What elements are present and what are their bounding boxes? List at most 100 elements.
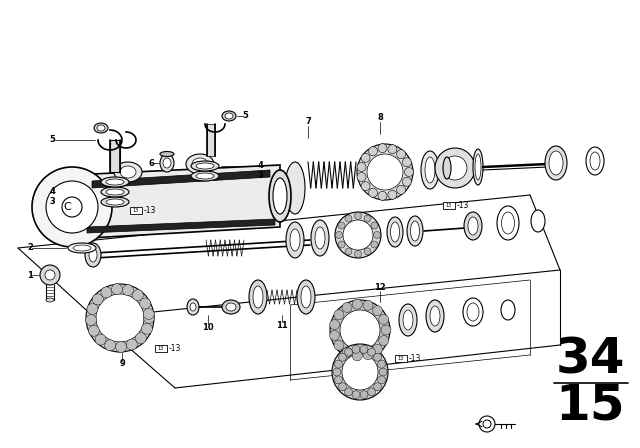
Ellipse shape: [464, 212, 482, 240]
Circle shape: [141, 323, 152, 334]
Polygon shape: [110, 140, 120, 172]
Circle shape: [369, 146, 378, 156]
Text: C: C: [63, 202, 71, 212]
Circle shape: [374, 232, 381, 238]
Ellipse shape: [101, 187, 129, 197]
Circle shape: [379, 314, 388, 324]
Circle shape: [143, 309, 154, 319]
Circle shape: [378, 191, 387, 200]
Circle shape: [126, 339, 138, 350]
Ellipse shape: [399, 304, 417, 336]
Ellipse shape: [410, 221, 419, 241]
Ellipse shape: [225, 113, 233, 119]
Ellipse shape: [531, 210, 545, 232]
Ellipse shape: [222, 300, 240, 314]
Circle shape: [371, 241, 378, 248]
Circle shape: [483, 420, 491, 428]
Circle shape: [345, 248, 352, 255]
Circle shape: [334, 310, 344, 320]
Text: 15: 15: [555, 381, 625, 429]
Polygon shape: [92, 170, 270, 188]
Ellipse shape: [253, 286, 263, 308]
Ellipse shape: [190, 303, 196, 311]
Circle shape: [330, 300, 390, 360]
Circle shape: [143, 313, 154, 323]
Circle shape: [104, 340, 116, 351]
Circle shape: [352, 351, 362, 361]
Circle shape: [335, 212, 381, 258]
Ellipse shape: [94, 123, 108, 133]
Ellipse shape: [196, 173, 214, 179]
Circle shape: [338, 241, 345, 248]
Circle shape: [388, 145, 397, 154]
Ellipse shape: [191, 171, 219, 181]
Ellipse shape: [106, 179, 124, 185]
Circle shape: [404, 168, 413, 177]
Ellipse shape: [475, 154, 481, 180]
Ellipse shape: [85, 243, 101, 267]
Circle shape: [132, 290, 143, 301]
Ellipse shape: [73, 245, 91, 251]
Circle shape: [32, 167, 112, 247]
Circle shape: [443, 156, 467, 180]
Circle shape: [372, 345, 382, 354]
Circle shape: [367, 154, 403, 190]
Circle shape: [86, 314, 97, 326]
Circle shape: [339, 353, 346, 361]
Ellipse shape: [249, 280, 267, 314]
Text: 3: 3: [257, 172, 263, 181]
Ellipse shape: [114, 162, 142, 182]
Bar: [130, 207, 142, 214]
Text: -13: -13: [169, 344, 181, 353]
Circle shape: [378, 376, 386, 384]
Ellipse shape: [290, 229, 300, 251]
Circle shape: [372, 306, 382, 316]
Text: -13: -13: [409, 354, 421, 363]
Circle shape: [40, 265, 60, 285]
Circle shape: [378, 144, 387, 153]
Ellipse shape: [468, 217, 478, 235]
Circle shape: [378, 360, 386, 368]
Circle shape: [333, 368, 341, 376]
Circle shape: [334, 340, 344, 350]
Ellipse shape: [196, 163, 214, 169]
Circle shape: [363, 350, 373, 360]
Bar: [155, 345, 167, 352]
Circle shape: [343, 220, 373, 250]
Ellipse shape: [269, 170, 291, 222]
Circle shape: [88, 325, 99, 336]
Ellipse shape: [443, 157, 451, 179]
Text: 13: 13: [398, 356, 404, 361]
Circle shape: [381, 325, 391, 335]
Circle shape: [355, 250, 362, 258]
Circle shape: [334, 360, 342, 368]
Text: 5: 5: [49, 135, 55, 145]
Text: -13: -13: [457, 201, 469, 210]
Ellipse shape: [315, 227, 325, 249]
Circle shape: [355, 212, 362, 220]
Ellipse shape: [187, 299, 199, 315]
Circle shape: [371, 222, 378, 229]
Ellipse shape: [501, 300, 515, 320]
Text: 10: 10: [202, 323, 214, 332]
Ellipse shape: [426, 300, 444, 332]
Circle shape: [330, 331, 340, 340]
Circle shape: [374, 353, 381, 361]
Ellipse shape: [590, 152, 600, 170]
Text: 1: 1: [27, 271, 33, 280]
Text: 6: 6: [148, 159, 154, 168]
Ellipse shape: [421, 151, 439, 189]
Circle shape: [374, 383, 381, 391]
Circle shape: [344, 348, 353, 356]
Ellipse shape: [549, 151, 563, 175]
Ellipse shape: [286, 222, 304, 258]
Text: 4: 4: [257, 161, 263, 171]
Circle shape: [357, 163, 366, 172]
Ellipse shape: [407, 216, 423, 246]
Text: -13: -13: [144, 206, 156, 215]
Ellipse shape: [497, 206, 519, 240]
Text: 7: 7: [305, 117, 311, 126]
Ellipse shape: [301, 286, 311, 308]
Text: 3: 3: [49, 198, 55, 207]
Ellipse shape: [163, 158, 171, 168]
